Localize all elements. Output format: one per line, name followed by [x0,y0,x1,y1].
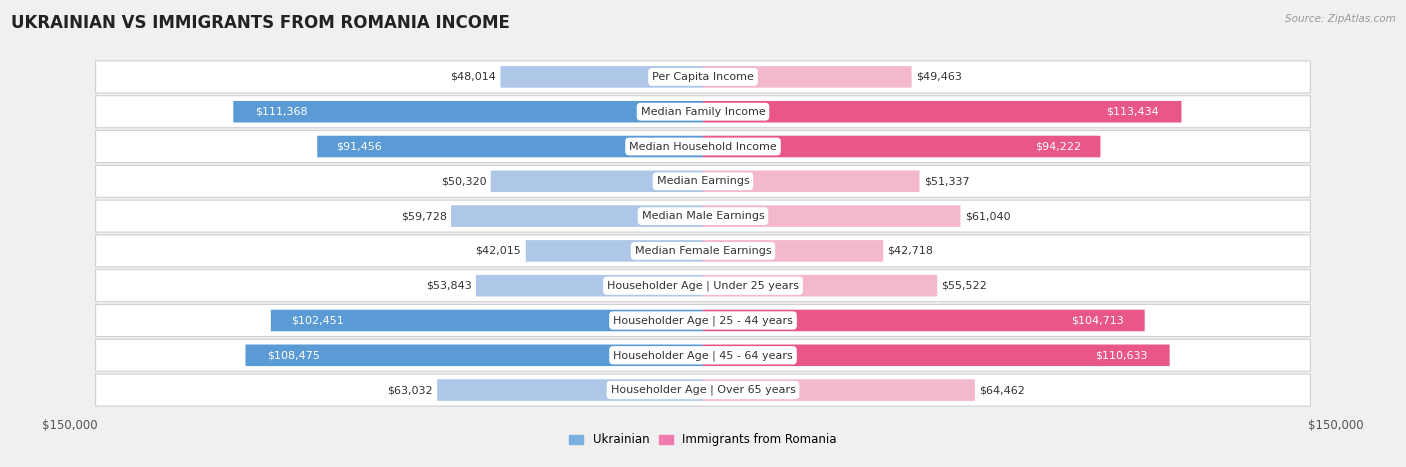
FancyBboxPatch shape [318,136,703,157]
Text: Median Earnings: Median Earnings [657,177,749,186]
FancyBboxPatch shape [703,275,938,297]
FancyBboxPatch shape [233,101,703,122]
FancyBboxPatch shape [703,205,960,227]
FancyBboxPatch shape [437,379,703,401]
FancyBboxPatch shape [703,240,883,262]
Text: $50,320: $50,320 [440,177,486,186]
Text: $48,014: $48,014 [450,72,496,82]
Text: Median Male Earnings: Median Male Earnings [641,211,765,221]
Text: $51,337: $51,337 [924,177,970,186]
FancyBboxPatch shape [96,374,1310,406]
Text: $63,032: $63,032 [387,385,433,395]
Text: $53,843: $53,843 [426,281,471,290]
Text: Median Household Income: Median Household Income [628,142,778,151]
FancyBboxPatch shape [526,240,703,262]
FancyBboxPatch shape [703,66,911,88]
Text: $42,015: $42,015 [475,246,522,256]
FancyBboxPatch shape [501,66,703,88]
Text: $102,451: $102,451 [291,316,344,325]
FancyBboxPatch shape [96,130,1310,163]
Text: $61,040: $61,040 [965,211,1011,221]
FancyBboxPatch shape [703,170,920,192]
FancyBboxPatch shape [451,205,703,227]
Text: $113,434: $113,434 [1107,107,1159,117]
FancyBboxPatch shape [96,304,1310,337]
Text: Householder Age | 25 - 44 years: Householder Age | 25 - 44 years [613,315,793,326]
Text: $49,463: $49,463 [917,72,962,82]
Text: UKRAINIAN VS IMMIGRANTS FROM ROMANIA INCOME: UKRAINIAN VS IMMIGRANTS FROM ROMANIA INC… [11,14,510,32]
Text: $110,633: $110,633 [1095,350,1147,360]
FancyBboxPatch shape [491,170,703,192]
Text: $108,475: $108,475 [267,350,319,360]
FancyBboxPatch shape [96,235,1310,267]
Text: Median Female Earnings: Median Female Earnings [634,246,772,256]
FancyBboxPatch shape [703,136,1101,157]
Text: $59,728: $59,728 [401,211,447,221]
Text: $55,522: $55,522 [942,281,987,290]
Text: Householder Age | Under 25 years: Householder Age | Under 25 years [607,281,799,291]
FancyBboxPatch shape [96,61,1310,93]
Text: $111,368: $111,368 [256,107,308,117]
Text: $104,713: $104,713 [1071,316,1123,325]
Text: Per Capita Income: Per Capita Income [652,72,754,82]
FancyBboxPatch shape [703,345,1170,366]
FancyBboxPatch shape [96,200,1310,232]
Text: $64,462: $64,462 [980,385,1025,395]
FancyBboxPatch shape [703,101,1181,122]
Text: Householder Age | Over 65 years: Householder Age | Over 65 years [610,385,796,396]
FancyBboxPatch shape [96,165,1310,198]
FancyBboxPatch shape [271,310,703,331]
Text: $42,718: $42,718 [887,246,934,256]
Text: $91,456: $91,456 [336,142,381,151]
Text: Median Family Income: Median Family Income [641,107,765,117]
Text: $94,222: $94,222 [1035,142,1081,151]
FancyBboxPatch shape [475,275,703,297]
FancyBboxPatch shape [96,96,1310,127]
FancyBboxPatch shape [96,269,1310,302]
Legend: Ukrainian, Immigrants from Romania: Ukrainian, Immigrants from Romania [564,429,842,451]
FancyBboxPatch shape [703,310,1144,331]
Text: Source: ZipAtlas.com: Source: ZipAtlas.com [1285,14,1396,24]
FancyBboxPatch shape [96,340,1310,371]
FancyBboxPatch shape [246,345,703,366]
Text: Householder Age | 45 - 64 years: Householder Age | 45 - 64 years [613,350,793,361]
FancyBboxPatch shape [703,379,974,401]
